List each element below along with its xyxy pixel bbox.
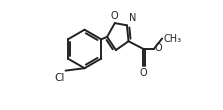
- Text: O: O: [111, 11, 118, 21]
- Text: N: N: [129, 13, 137, 23]
- Text: O: O: [140, 68, 147, 78]
- Text: Cl: Cl: [54, 73, 64, 83]
- Text: CH₃: CH₃: [163, 34, 181, 43]
- Text: O: O: [155, 43, 162, 52]
